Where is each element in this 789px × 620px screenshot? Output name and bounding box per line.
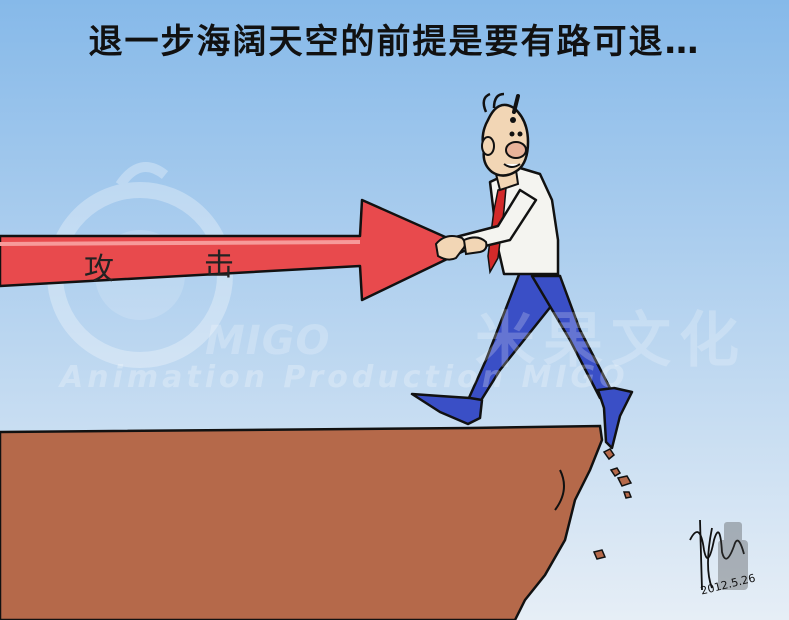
man-shirt [488, 166, 560, 276]
watermark-letters: MIGO [205, 318, 331, 364]
cliff [0, 424, 604, 620]
man-shoes [410, 386, 634, 450]
caption-title: 退一步海阔天空的前提是要有路可退… [88, 22, 701, 62]
man-eye [517, 131, 523, 137]
signature-mark [689, 519, 745, 591]
man-nose [505, 141, 527, 159]
man-legs [466, 270, 614, 404]
man-eye [509, 131, 515, 137]
falling-rocks [592, 448, 633, 560]
attack-arrow [0, 198, 472, 302]
watermark-chinese: 米果文化 [475, 306, 747, 376]
arrow-label-right: 击 [204, 248, 234, 283]
man-hand-front [462, 236, 488, 256]
arrow-highlight [0, 240, 361, 246]
man-ear [481, 136, 495, 156]
cliff-crack [554, 469, 565, 511]
man-hair [482, 92, 505, 113]
arrow-label-left: 攻 [84, 252, 114, 287]
exclamation-icon [510, 94, 520, 123]
watermark-english: Animation Production MIGO [60, 360, 629, 395]
man-mouth [503, 163, 521, 168]
signature-stamp [718, 522, 748, 590]
